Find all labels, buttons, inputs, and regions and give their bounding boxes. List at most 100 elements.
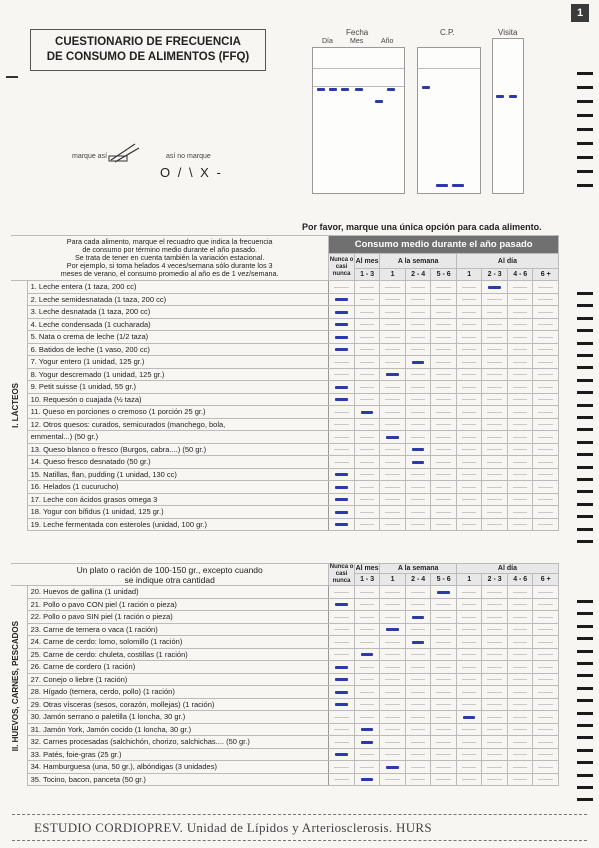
frequency-option-cell[interactable] <box>506 355 534 369</box>
frequency-option-cell[interactable] <box>328 367 355 381</box>
frequency-option-cell[interactable] <box>430 622 457 636</box>
frequency-option-cell[interactable] <box>404 305 432 319</box>
frequency-option-cell[interactable] <box>379 417 406 431</box>
frequency-option-cell[interactable] <box>506 672 534 686</box>
frequency-option-cell[interactable] <box>404 697 432 711</box>
frequency-option-cell[interactable] <box>328 672 355 686</box>
frequency-option-cell[interactable] <box>379 430 406 444</box>
frequency-option-cell[interactable] <box>328 342 355 356</box>
frequency-option-cell[interactable] <box>455 330 483 344</box>
frequency-option-cell[interactable] <box>455 517 483 531</box>
frequency-option-cell[interactable] <box>430 380 457 394</box>
frequency-option-cell[interactable] <box>430 442 457 456</box>
frequency-option-cell[interactable] <box>379 735 406 749</box>
frequency-option-cell[interactable] <box>404 735 432 749</box>
frequency-option-cell[interactable] <box>506 417 534 431</box>
frequency-option-cell[interactable] <box>328 760 355 774</box>
frequency-option-cell[interactable] <box>506 392 534 406</box>
frequency-option-cell[interactable] <box>532 585 559 599</box>
frequency-option-cell[interactable] <box>455 430 483 444</box>
frequency-option-cell[interactable] <box>430 392 457 406</box>
frequency-option-cell[interactable] <box>455 405 483 419</box>
frequency-option-cell[interactable] <box>328 505 355 519</box>
frequency-option-cell[interactable] <box>481 722 508 736</box>
frequency-option-cell[interactable] <box>506 685 534 699</box>
frequency-option-cell[interactable] <box>404 685 432 699</box>
frequency-option-cell[interactable] <box>404 672 432 686</box>
frequency-option-cell[interactable] <box>430 355 457 369</box>
frequency-option-cell[interactable] <box>532 480 559 494</box>
frequency-option-cell[interactable] <box>481 697 508 711</box>
frequency-option-cell[interactable] <box>532 330 559 344</box>
frequency-option-cell[interactable] <box>532 685 559 699</box>
frequency-option-cell[interactable] <box>379 442 406 456</box>
frequency-option-cell[interactable] <box>455 480 483 494</box>
frequency-option-cell[interactable] <box>532 505 559 519</box>
frequency-option-cell[interactable] <box>404 480 432 494</box>
frequency-option-cell[interactable] <box>353 505 381 519</box>
frequency-option-cell[interactable] <box>404 492 432 506</box>
frequency-option-cell[interactable] <box>532 722 559 736</box>
frequency-option-cell[interactable] <box>379 760 406 774</box>
frequency-option-cell[interactable] <box>430 760 457 774</box>
frequency-option-cell[interactable] <box>455 417 483 431</box>
frequency-option-cell[interactable] <box>455 380 483 394</box>
frequency-option-cell[interactable] <box>455 697 483 711</box>
frequency-option-cell[interactable] <box>328 722 355 736</box>
frequency-option-cell[interactable] <box>328 417 355 431</box>
frequency-option-cell[interactable] <box>532 455 559 469</box>
frequency-option-cell[interactable] <box>481 342 508 356</box>
frequency-option-cell[interactable] <box>353 417 381 431</box>
frequency-option-cell[interactable] <box>532 635 559 649</box>
frequency-option-cell[interactable] <box>379 392 406 406</box>
frequency-option-cell[interactable] <box>532 597 559 611</box>
frequency-option-cell[interactable] <box>532 467 559 481</box>
frequency-option-cell[interactable] <box>353 392 381 406</box>
frequency-option-cell[interactable] <box>481 405 508 419</box>
frequency-option-cell[interactable] <box>506 467 534 481</box>
frequency-option-cell[interactable] <box>455 492 483 506</box>
frequency-option-cell[interactable] <box>430 492 457 506</box>
frequency-option-cell[interactable] <box>328 747 355 761</box>
frequency-option-cell[interactable] <box>532 735 559 749</box>
frequency-option-cell[interactable] <box>506 697 534 711</box>
frequency-option-cell[interactable] <box>328 597 355 611</box>
frequency-option-cell[interactable] <box>353 317 381 331</box>
frequency-option-cell[interactable] <box>430 585 457 599</box>
frequency-option-cell[interactable] <box>430 467 457 481</box>
frequency-option-cell[interactable] <box>404 342 432 356</box>
frequency-option-cell[interactable] <box>532 517 559 531</box>
frequency-option-cell[interactable] <box>328 710 355 724</box>
frequency-option-cell[interactable] <box>506 367 534 381</box>
frequency-option-cell[interactable] <box>506 405 534 419</box>
frequency-option-cell[interactable] <box>353 772 381 786</box>
frequency-option-cell[interactable] <box>379 367 406 381</box>
frequency-option-cell[interactable] <box>328 480 355 494</box>
frequency-option-cell[interactable] <box>430 367 457 381</box>
frequency-option-cell[interactable] <box>328 635 355 649</box>
frequency-option-cell[interactable] <box>532 417 559 431</box>
frequency-option-cell[interactable] <box>481 647 508 661</box>
frequency-option-cell[interactable] <box>481 772 508 786</box>
frequency-option-cell[interactable] <box>404 622 432 636</box>
frequency-option-cell[interactable] <box>455 342 483 356</box>
frequency-option-cell[interactable] <box>353 710 381 724</box>
frequency-option-cell[interactable] <box>532 405 559 419</box>
frequency-option-cell[interactable] <box>481 330 508 344</box>
frequency-option-cell[interactable] <box>506 597 534 611</box>
frequency-option-cell[interactable] <box>430 697 457 711</box>
frequency-option-cell[interactable] <box>328 685 355 699</box>
frequency-option-cell[interactable] <box>455 610 483 624</box>
frequency-option-cell[interactable] <box>404 417 432 431</box>
frequency-option-cell[interactable] <box>430 517 457 531</box>
frequency-option-cell[interactable] <box>328 467 355 481</box>
frequency-option-cell[interactable] <box>430 305 457 319</box>
frequency-option-cell[interactable] <box>506 330 534 344</box>
frequency-option-cell[interactable] <box>532 430 559 444</box>
frequency-option-cell[interactable] <box>481 660 508 674</box>
frequency-option-cell[interactable] <box>455 367 483 381</box>
frequency-option-cell[interactable] <box>379 647 406 661</box>
frequency-option-cell[interactable] <box>353 597 381 611</box>
frequency-option-cell[interactable] <box>532 772 559 786</box>
frequency-option-cell[interactable] <box>430 292 457 306</box>
